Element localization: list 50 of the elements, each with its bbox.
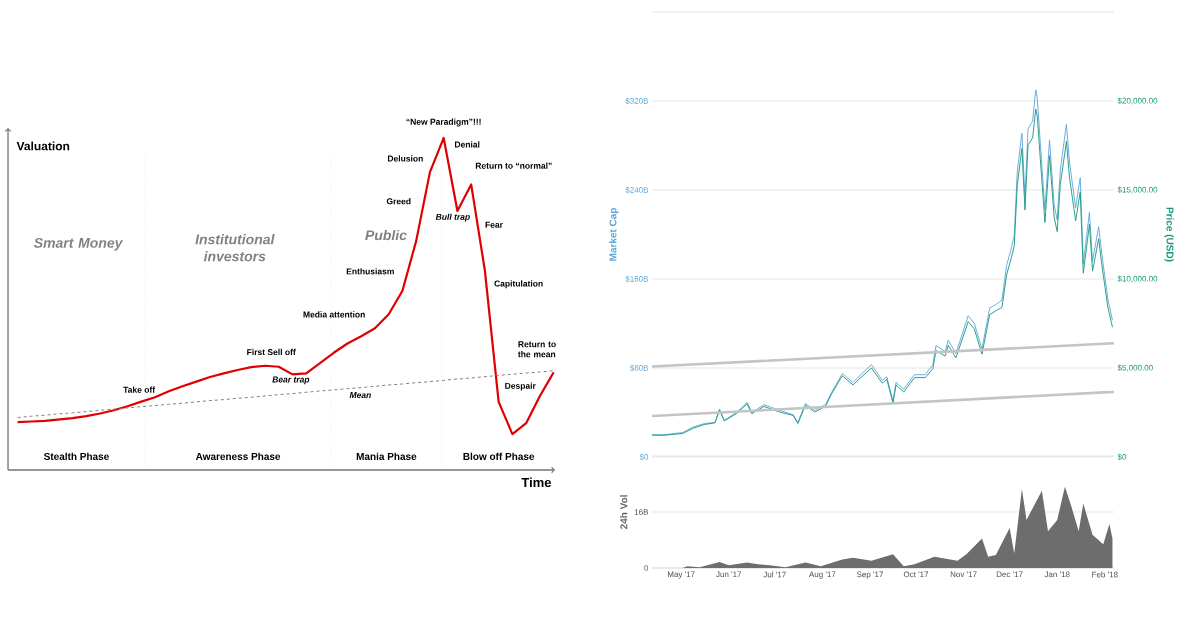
annotation: Stealth Phase bbox=[43, 452, 109, 460]
x-tick-label: Oct '17 bbox=[903, 571, 929, 578]
x-tick-label: Jun '17 bbox=[716, 571, 742, 578]
annotation: Media attention bbox=[303, 311, 365, 318]
annotation: Greed bbox=[386, 198, 411, 205]
annotation: Enthusiasm bbox=[346, 268, 394, 275]
y-axis-title: Market Cap bbox=[609, 207, 619, 261]
annotation: Capitulation bbox=[494, 280, 543, 289]
y-tick-label: $0 bbox=[639, 453, 649, 461]
annotation: Institutional investors bbox=[195, 234, 275, 262]
y-tick-label: 0 bbox=[644, 565, 649, 571]
text: “New Paradigm”!!! bbox=[406, 118, 481, 127]
annotation: Denial bbox=[455, 141, 480, 148]
y-tick-label: $240B bbox=[625, 186, 649, 194]
x-tick-label: Feb '18 bbox=[1092, 571, 1118, 578]
annotation: Return to the mean bbox=[518, 341, 556, 358]
annotation: Return to “normal” bbox=[475, 162, 552, 169]
y-tick-label: $160B bbox=[625, 275, 649, 283]
x-tick-label: Jan '18 bbox=[1044, 571, 1070, 578]
y2-axis-title: Price (USD) bbox=[1164, 207, 1174, 262]
y-tick-label: 16B bbox=[634, 509, 649, 515]
y-tick-label: $80B bbox=[629, 364, 649, 372]
annotation: Public bbox=[365, 229, 407, 241]
annotation: Despair bbox=[505, 382, 536, 391]
annotation: Bull trap bbox=[435, 213, 470, 222]
x-tick-label: Dec '17 bbox=[996, 571, 1023, 578]
y2-tick-label: $10,000.00 bbox=[1117, 275, 1158, 283]
y-axis-title: Valuation bbox=[16, 141, 70, 151]
y-axis-title: 24h Vol bbox=[620, 495, 628, 530]
x-tick-label: Aug '17 bbox=[808, 571, 836, 579]
y-tick-label: $320B bbox=[625, 97, 649, 105]
x-axis-title: Time bbox=[521, 477, 552, 488]
annotation: Bear trap bbox=[272, 376, 310, 385]
annotation: Fear bbox=[485, 221, 503, 228]
annotation: Blow off Phase bbox=[463, 452, 535, 460]
y2-tick-label: $0 bbox=[1117, 453, 1127, 461]
annotation: First Sell off bbox=[247, 348, 296, 356]
x-tick-label: Nov '17 bbox=[950, 571, 977, 578]
annotation: Mean bbox=[349, 392, 371, 399]
annotation: Awareness Phase bbox=[195, 452, 281, 460]
y2-tick-label: $5,000.00 bbox=[1117, 364, 1153, 372]
x-tick-label: May '17 bbox=[667, 571, 695, 579]
y2-tick-label: $15,000.00 bbox=[1117, 186, 1158, 194]
annotation: Mania Phase bbox=[356, 452, 417, 460]
x-tick-label: Sep '17 bbox=[856, 571, 883, 579]
annotation: Delusion bbox=[387, 155, 423, 162]
y2-tick-label: $20,000.00 bbox=[1117, 97, 1158, 105]
annotation: Smart Money bbox=[33, 237, 124, 251]
annotation: Take off bbox=[123, 386, 156, 393]
x-tick-label: Jul '17 bbox=[763, 571, 786, 578]
